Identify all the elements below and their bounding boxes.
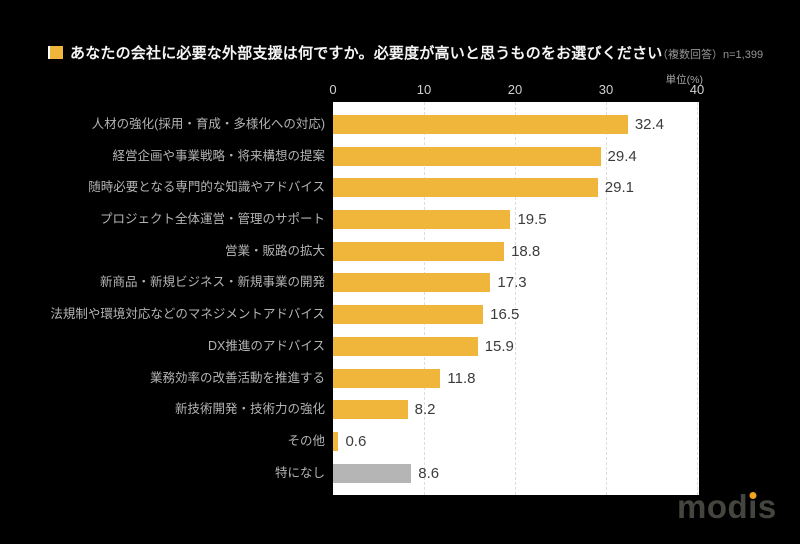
- x-tick-label: 0: [329, 82, 337, 97]
- x-axis-ticks: 0 10 20 30 40: [0, 82, 800, 98]
- bar-area: 16.5: [333, 305, 520, 325]
- x-tick-label: 40: [689, 82, 705, 97]
- chart-title: あなたの会社に必要な外部支援は何ですか。必要度が高いと思うものをお選びください: [70, 45, 663, 62]
- bar: [333, 210, 511, 230]
- chart-row: 新技術開発・技術力の強化 8.2: [0, 400, 800, 432]
- bar-area: 29.4: [333, 146, 637, 166]
- bar: [333, 463, 412, 483]
- bar: [333, 241, 505, 261]
- chart-row: 随時必要となる専門的な知識やアドバイス 29.1: [0, 178, 800, 210]
- gridline: [697, 102, 698, 495]
- chart-header: あなたの会社に必要な外部支援は何ですか。必要度が高いと思うものをお選びください: [48, 42, 663, 63]
- chart-row: その他 0.6: [0, 431, 800, 464]
- value-label: 8.6: [418, 464, 440, 482]
- bar: [333, 115, 628, 134]
- value-label: 29.1: [604, 179, 634, 197]
- bar: [333, 178, 598, 198]
- value-label: 32.4: [634, 116, 665, 133]
- x-tick-label: 10: [416, 82, 432, 97]
- logo-i-dot-icon: [749, 492, 757, 499]
- chart-row: 業務効率の改善活動を推進する 11.8: [0, 368, 800, 401]
- bar-area: 18.8: [333, 241, 541, 261]
- bar-area: 19.5: [333, 210, 547, 230]
- category-label: 随時必要となる専門的な知識やアドバイス: [88, 180, 325, 195]
- category-label: DX推進のアドバイス: [208, 338, 325, 353]
- bar: [333, 368, 441, 388]
- category-label: 法規制や環境対応などのマネジメントアドバイス: [50, 307, 325, 322]
- category-label: その他: [287, 433, 325, 448]
- logo-text-i: ı: [748, 488, 758, 525]
- x-tick-label: 20: [507, 82, 523, 97]
- category-label: 新技術開発・技術力の強化: [174, 402, 325, 417]
- bar: [333, 146, 601, 166]
- bar-area: 15.9: [333, 336, 514, 356]
- bar: [333, 400, 408, 420]
- value-label: 11.8: [447, 369, 476, 387]
- bar-area: 8.2: [333, 400, 436, 420]
- gridline: [424, 102, 425, 495]
- category-label: 営業・販路の拡大: [224, 243, 325, 258]
- bar: [333, 336, 478, 356]
- chart-row: 営業・販路の拡大 18.8: [0, 241, 800, 274]
- bar-area: 29.1: [333, 178, 634, 198]
- bar-area: 32.4: [333, 115, 664, 134]
- title-marker-icon: [48, 46, 63, 59]
- chart-row: 新商品・新規ビジネス・新規事業の開発 17.3: [0, 273, 800, 305]
- chart-row: 法規制や環境対応などのマネジメントアドバイス 16.5: [0, 305, 800, 337]
- category-label: 経営企画や事業戦略・将来構想の提案: [112, 148, 325, 163]
- logo-text-mod: mod: [677, 488, 749, 525]
- value-label: 19.5: [517, 211, 547, 229]
- x-tick-label: 30: [598, 82, 614, 97]
- value-label: 8.2: [414, 401, 436, 419]
- category-label: 人材の強化(採用・育成・多様化への対応): [91, 117, 325, 131]
- chart-row: DX推進のアドバイス 15.9: [0, 336, 800, 369]
- value-label: 15.9: [484, 337, 514, 355]
- category-label: 業務効率の改善活動を推進する: [149, 370, 325, 385]
- value-label: 18.8: [511, 242, 541, 260]
- chart-rows: 人材の強化(採用・育成・多様化への対応) 32.4 経営企画や事業戦略・将来構想…: [0, 115, 800, 495]
- gridline: [515, 102, 516, 495]
- bar-area: 17.3: [333, 273, 527, 293]
- logo-text-s: s: [757, 488, 777, 525]
- gridline: [606, 102, 607, 495]
- value-label: 29.4: [607, 147, 637, 165]
- bar-area: 0.6: [333, 431, 367, 451]
- chart-row: プロジェクト全体運営・管理のサポート 19.5: [0, 210, 800, 242]
- plot-area: 人材の強化(採用・育成・多様化への対応) 32.4 経営企画や事業戦略・将来構想…: [0, 102, 800, 495]
- bar-area: 11.8: [333, 368, 476, 388]
- value-label: 0.6: [345, 432, 367, 450]
- category-label: 新商品・新規ビジネス・新規事業の開発: [99, 275, 325, 290]
- value-label: 17.3: [497, 274, 527, 292]
- chart-row: 特になし 8.6: [0, 463, 800, 496]
- bar: [333, 431, 339, 451]
- bar: [333, 305, 484, 325]
- unit-label: 単位(%): [665, 74, 703, 86]
- category-label: 特になし: [274, 465, 325, 480]
- value-label: 16.5: [490, 306, 520, 324]
- category-label: プロジェクト全体運営・管理のサポート: [99, 212, 325, 227]
- bar: [333, 273, 491, 293]
- sample-size-note: （複数回答）n=1,399: [657, 49, 764, 61]
- chart-row: 人材の強化(採用・育成・多様化への対応) 32.4: [0, 115, 800, 147]
- bar-area: 8.6: [333, 463, 440, 483]
- chart-row: 経営企画や事業戦略・将来構想の提案 29.4: [0, 146, 800, 179]
- modis-logo: modı s: [677, 490, 777, 523]
